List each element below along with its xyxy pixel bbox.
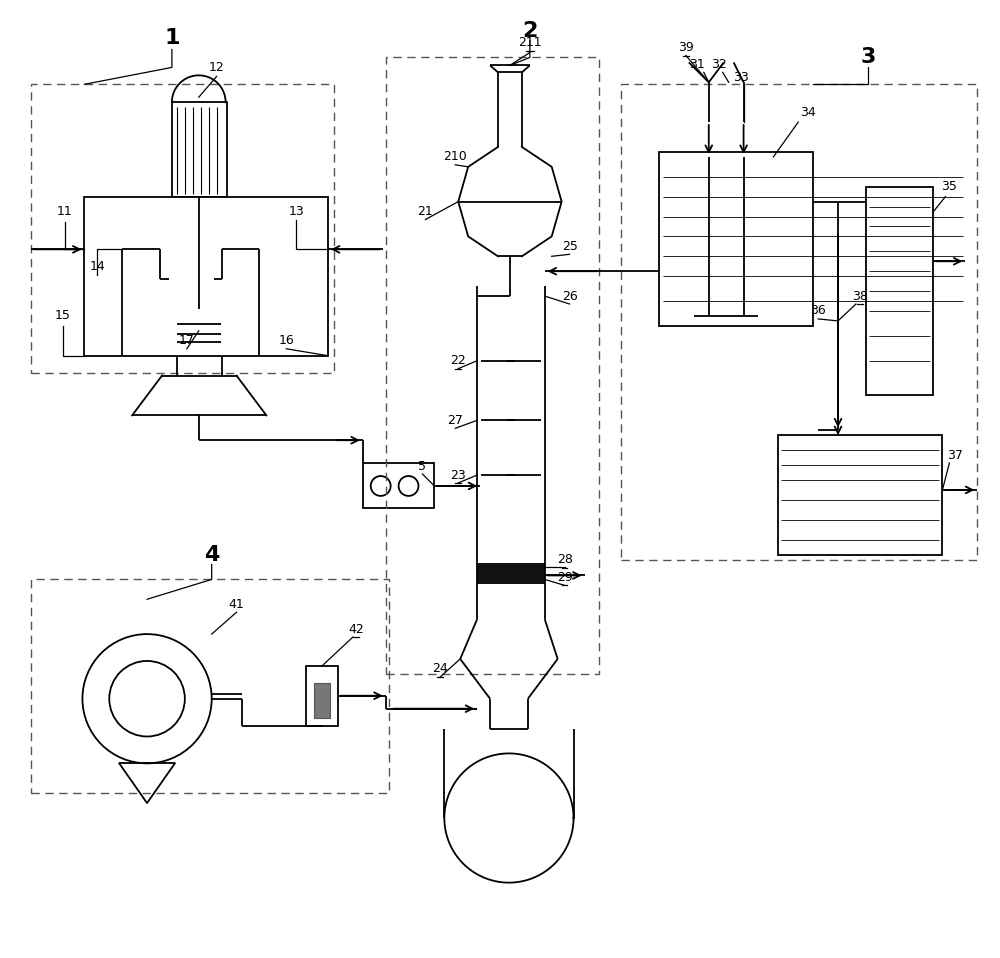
Text: 26: 26 <box>562 289 577 303</box>
Text: 11: 11 <box>57 205 72 218</box>
Bar <box>386 57 599 673</box>
Text: 36: 36 <box>810 305 826 317</box>
Text: 12: 12 <box>209 61 225 74</box>
Text: 37: 37 <box>947 448 963 462</box>
Text: 210: 210 <box>443 150 467 164</box>
Text: 24: 24 <box>432 662 448 675</box>
Text: 2: 2 <box>522 21 538 40</box>
Text: 29: 29 <box>557 571 572 584</box>
Text: 31: 31 <box>689 57 705 71</box>
Bar <box>31 580 389 793</box>
Text: 14: 14 <box>89 260 105 273</box>
Text: 13: 13 <box>288 205 304 218</box>
Text: 3: 3 <box>860 48 876 67</box>
Bar <box>314 683 330 718</box>
Bar <box>172 103 227 196</box>
Text: 16: 16 <box>278 334 294 348</box>
Text: 33: 33 <box>733 71 748 84</box>
Text: 4: 4 <box>204 544 219 564</box>
Text: 25: 25 <box>562 240 578 253</box>
Bar <box>477 562 545 584</box>
Text: 34: 34 <box>800 105 816 119</box>
Text: 32: 32 <box>711 57 727 71</box>
Bar <box>31 84 334 373</box>
Text: 23: 23 <box>450 468 466 482</box>
Text: 211: 211 <box>518 36 542 49</box>
Text: 5: 5 <box>418 460 426 472</box>
Bar <box>363 463 434 508</box>
Text: 15: 15 <box>55 309 70 323</box>
Text: 28: 28 <box>557 553 573 566</box>
Text: 17: 17 <box>179 334 195 348</box>
Text: 22: 22 <box>450 354 466 367</box>
Bar <box>659 152 813 326</box>
Text: 39: 39 <box>678 41 694 54</box>
Text: 38: 38 <box>852 289 868 303</box>
Text: 42: 42 <box>348 623 364 635</box>
Bar <box>84 196 328 355</box>
Bar <box>621 84 977 559</box>
Bar <box>306 666 338 725</box>
Text: 1: 1 <box>164 28 180 48</box>
Bar <box>778 435 942 555</box>
Text: 35: 35 <box>941 180 957 194</box>
Text: 27: 27 <box>447 414 463 427</box>
Text: 21: 21 <box>418 205 433 218</box>
Bar <box>866 187 933 396</box>
Text: 41: 41 <box>229 598 244 611</box>
